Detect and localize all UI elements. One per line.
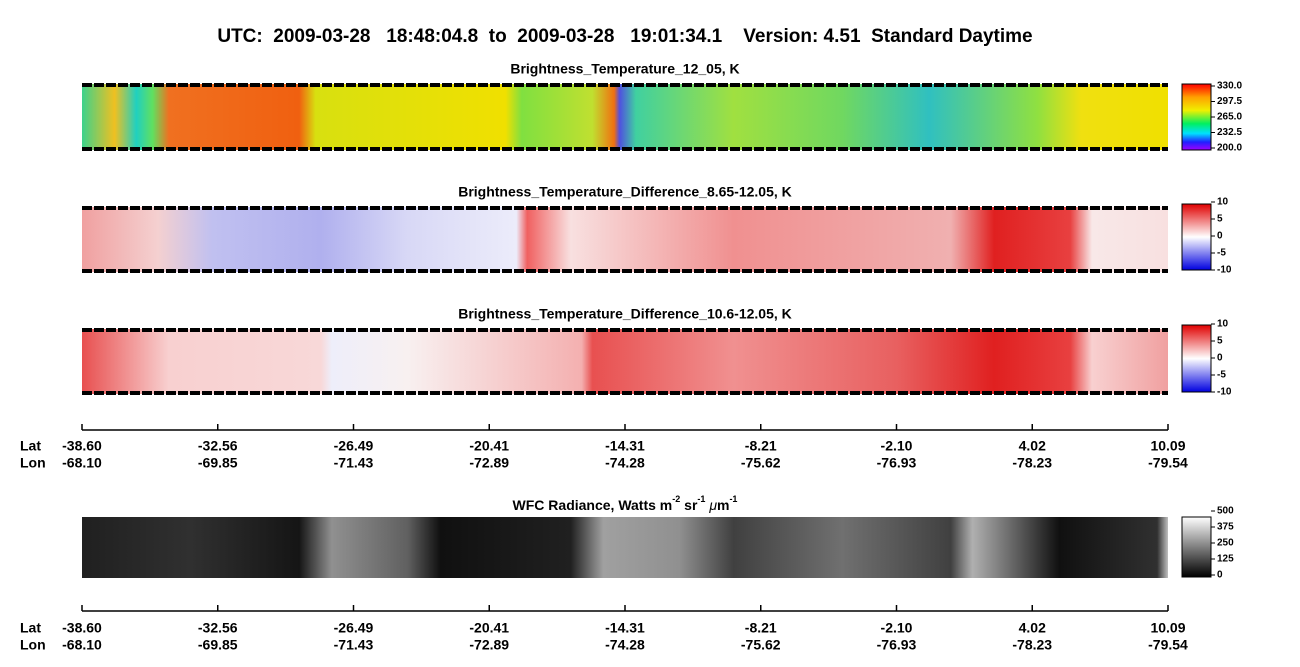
colorbar-label: 0	[1217, 353, 1223, 364]
colorbar-label: 265.0	[1217, 112, 1242, 123]
title-part: -1	[697, 494, 705, 504]
lat-label: -2.10	[881, 438, 913, 454]
lat-label: -20.41	[469, 438, 509, 454]
lon-label: -71.43	[334, 637, 374, 653]
lat-label: 10.09	[1150, 620, 1185, 636]
lat-label: 4.02	[1019, 438, 1046, 454]
image-strip	[82, 329, 1168, 394]
lon-label: -71.43	[334, 455, 374, 471]
colorbar-label: 250	[1217, 538, 1234, 549]
lat-label: -14.31	[605, 438, 645, 454]
lat-label: 10.09	[1150, 438, 1185, 454]
panel-title: WFC Radiance, Watts m-2 sr-1 μm-1	[513, 494, 738, 512]
lon-label: -69.85	[198, 455, 238, 471]
lat-label: -26.49	[334, 438, 374, 454]
lat-label: -38.60	[62, 438, 102, 454]
lat-label: -20.41	[469, 620, 509, 636]
image-strip	[82, 207, 1168, 272]
lat-label: -26.49	[334, 620, 374, 636]
colorbar-label: -5	[1217, 370, 1226, 381]
title-part: μ	[708, 497, 717, 513]
axis-name: Lat	[20, 620, 41, 636]
lon-label: -76.93	[877, 637, 917, 653]
colorbar-label: 10	[1217, 197, 1229, 208]
lon-label: -68.10	[62, 637, 102, 653]
title-part: m	[717, 497, 729, 513]
axis-name: Lon	[20, 455, 46, 471]
lon-label: -75.62	[741, 637, 781, 653]
lat-label: -14.31	[605, 620, 645, 636]
lat-label: -8.21	[745, 620, 777, 636]
colorbar-label: 0	[1217, 570, 1223, 581]
colorbar-label: 200.0	[1217, 143, 1242, 154]
title-part: -2	[672, 494, 680, 504]
colorbar-label: 5	[1217, 214, 1223, 225]
colorbar-label: 375	[1217, 522, 1234, 533]
lon-label: -72.89	[469, 637, 509, 653]
lon-label: -76.93	[877, 455, 917, 471]
strip-border	[82, 83, 1168, 395]
lon-label: -78.23	[1012, 637, 1052, 653]
lon-label: -72.89	[469, 455, 509, 471]
lon-label: -74.28	[605, 637, 645, 653]
lat-label: -32.56	[198, 438, 238, 454]
axis-name: Lon	[20, 637, 46, 653]
lat-label: -8.21	[745, 438, 777, 454]
lat-label: -2.10	[881, 620, 913, 636]
title-part: -1	[729, 494, 737, 504]
lat-label: 4.02	[1019, 620, 1046, 636]
colorbar-label: 297.5	[1217, 96, 1242, 107]
title-part: sr	[680, 497, 698, 513]
colorbar-label: -5	[1217, 248, 1226, 259]
image-strip	[82, 517, 1168, 578]
colorbar-label: 500	[1217, 506, 1234, 517]
panel-title: Brightness_Temperature_12_05, K	[510, 61, 739, 77]
lat-label: -32.56	[198, 620, 238, 636]
panel-title: Brightness_Temperature_Difference_10.6-1…	[458, 306, 792, 322]
colorbar-label: 10	[1217, 319, 1229, 330]
lon-label: -68.10	[62, 455, 102, 471]
colorbar-label: -10	[1217, 387, 1232, 398]
axis-name: Lat	[20, 438, 41, 454]
colorbar-label: 330.0	[1217, 81, 1242, 92]
colorbar-label: 0	[1217, 231, 1223, 242]
lat-label: -38.60	[62, 620, 102, 636]
lon-label: -69.85	[198, 637, 238, 653]
lon-label: -78.23	[1012, 455, 1052, 471]
colorbar-label: 5	[1217, 336, 1223, 347]
image-strip	[82, 84, 1168, 150]
lon-label: -79.54	[1148, 455, 1188, 471]
lon-label: -79.54	[1148, 637, 1188, 653]
colorbars	[1181, 83, 1212, 578]
page-title: UTC: 2009-03-28 18:48:04.8 to 2009-03-28…	[217, 26, 1032, 47]
colorbar-label: 125	[1217, 554, 1234, 565]
lon-label: -75.62	[741, 455, 781, 471]
title-part: WFC Radiance, Watts m	[513, 497, 673, 513]
lon-label: -74.28	[605, 455, 645, 471]
colorbar-label: 232.5	[1217, 127, 1242, 138]
colorbar-label: -10	[1217, 265, 1232, 276]
panel-title: Brightness_Temperature_Difference_8.65-1…	[458, 184, 792, 200]
